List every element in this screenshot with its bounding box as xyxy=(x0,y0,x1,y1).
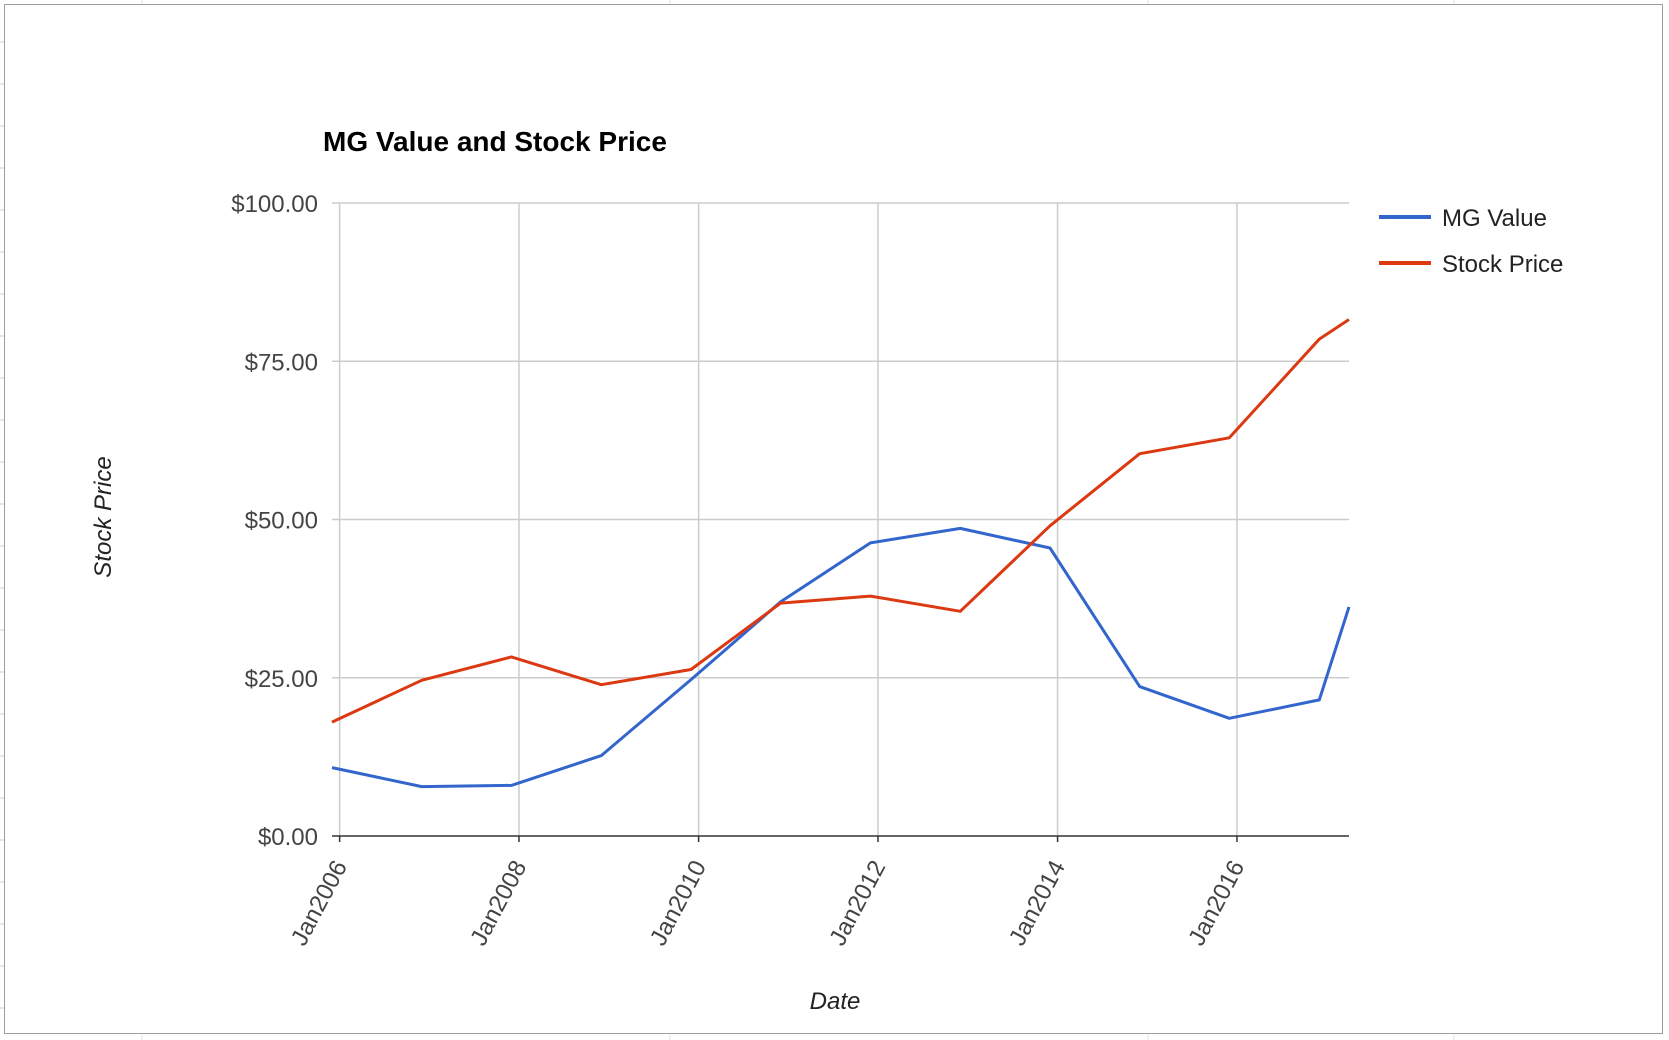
x-tick-label: Jan2016 xyxy=(1183,856,1250,950)
x-axis-tick-labels: Jan2006 Jan2008 Jan2010 Jan2012 Jan2014 Jan20… xyxy=(286,856,1250,950)
x-axis-title: Date xyxy=(810,988,861,1015)
legend-item[interactable]: MG Value xyxy=(1379,205,1547,232)
legend-label: MG Value xyxy=(1442,205,1547,232)
legend-item[interactable]: Stock Price xyxy=(1379,251,1563,278)
x-tick-label: Jan2014 xyxy=(1004,856,1071,950)
chart-container[interactable]: $0.00 $25.00 $50.00 $75.00 $100.00 Jan2006 Ja… xyxy=(4,4,1663,1034)
y-axis-title: Stock Price xyxy=(90,456,117,577)
series-line-mg-value[interactable] xyxy=(331,526,1351,789)
y-tick-label: $50.00 xyxy=(245,508,318,535)
y-axis-tick-labels: $0.00 $25.00 $50.00 $75.00 $100.00 xyxy=(231,191,318,851)
chart-title: MG Value and Stock Price xyxy=(323,126,667,157)
y-tick-label: $100.00 xyxy=(231,191,318,218)
y-tick-label: $75.00 xyxy=(245,349,318,376)
legend-label: Stock Price xyxy=(1442,251,1563,278)
x-tick-label: Jan2010 xyxy=(645,856,712,950)
series-lines xyxy=(331,318,1351,789)
x-tick-label: Jan2006 xyxy=(286,856,353,950)
x-tick-label: Jan2008 xyxy=(465,856,532,950)
y-tick-label: $0.00 xyxy=(258,824,318,851)
x-tick-label: Jan2012 xyxy=(824,856,891,950)
legend[interactable]: MG Value Stock Price xyxy=(1379,205,1563,278)
series-line-stock-price[interactable] xyxy=(331,318,1350,724)
y-tick-label: $25.00 xyxy=(245,666,318,693)
gridlines xyxy=(332,202,1349,842)
line-chart: $0.00$25.00$50.00$75.00$100.00 Jan2006 Ja… xyxy=(90,126,1563,1015)
